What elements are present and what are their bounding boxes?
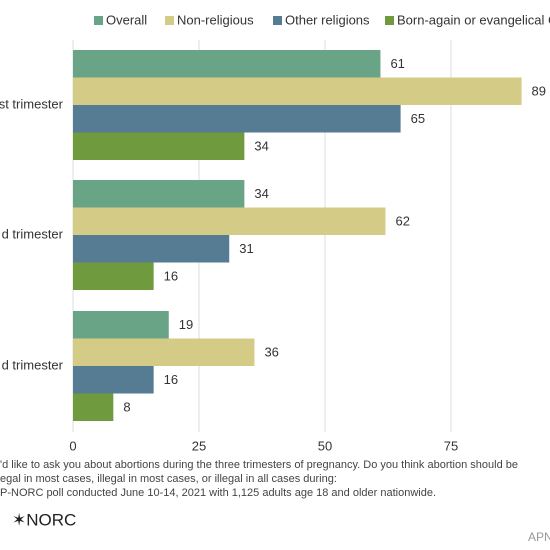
bar — [73, 338, 255, 366]
legend-label: Other religions — [285, 12, 370, 27]
value-label: 16 — [164, 269, 178, 284]
bar — [73, 366, 154, 394]
note: egal in most cases, illegal in most case… — [0, 473, 337, 485]
bar — [73, 132, 245, 160]
bar — [73, 207, 386, 235]
legend-swatch — [165, 16, 174, 25]
legend-swatch — [94, 16, 103, 25]
legend-swatch — [385, 16, 394, 25]
value-label: 19 — [179, 317, 193, 332]
logo: ✶NORC — [12, 510, 76, 529]
value-label: 34 — [254, 139, 268, 154]
bar — [73, 180, 245, 208]
category-label: d trimester — [2, 226, 64, 241]
x-tick-label: 0 — [69, 438, 76, 453]
value-label: 8 — [123, 400, 130, 415]
x-tick-label: 75 — [444, 438, 458, 453]
legend-label: Non-religious — [177, 12, 254, 27]
value-label: 34 — [254, 186, 268, 201]
bar — [73, 393, 114, 421]
value-label: 16 — [164, 372, 178, 387]
x-tick-label: 50 — [318, 438, 332, 453]
bar — [73, 235, 230, 263]
bar — [73, 262, 154, 290]
credit: APN — [528, 530, 550, 544]
category-label: st trimester — [0, 96, 64, 111]
bar — [73, 311, 169, 339]
bar — [73, 105, 401, 133]
legend-label: Overall — [106, 12, 147, 27]
legend-label: Born-again or evangelical C — [397, 12, 550, 27]
value-label: 36 — [264, 345, 278, 360]
note: 'd like to ask you about abortions durin… — [0, 459, 518, 471]
value-label: 31 — [239, 241, 253, 256]
bar — [73, 50, 381, 78]
value-label: 62 — [395, 214, 409, 229]
bar — [73, 77, 522, 105]
note: P-NORC poll conducted June 10-14, 2021 w… — [0, 487, 436, 499]
value-label: 61 — [390, 56, 404, 71]
value-label: 89 — [532, 84, 546, 99]
category-label: d trimester — [2, 357, 64, 372]
legend-swatch — [273, 16, 282, 25]
x-tick-label: 25 — [192, 438, 206, 453]
value-label: 65 — [411, 111, 425, 126]
